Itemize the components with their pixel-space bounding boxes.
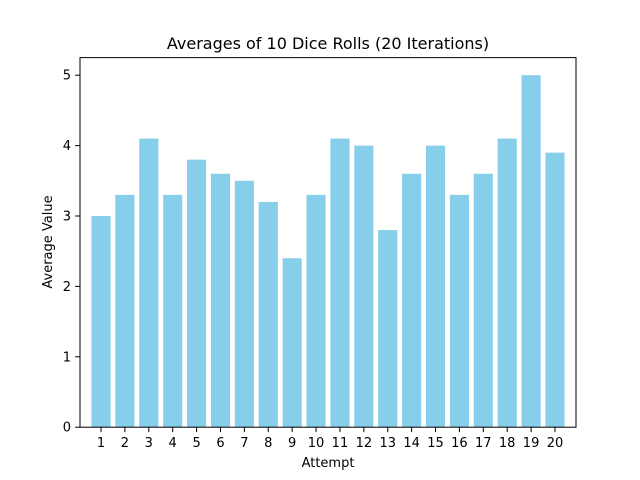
x-tick-label: 19 <box>523 436 540 451</box>
y-tick-label: 2 <box>63 280 71 295</box>
plot-frame <box>79 57 577 428</box>
bars-group <box>91 75 565 428</box>
bar-19 <box>521 75 541 428</box>
bar-20 <box>545 152 565 428</box>
x-tick-label: 7 <box>240 436 248 451</box>
y-tick-label: 5 <box>63 69 71 84</box>
bar-15 <box>425 145 446 428</box>
y-tick-label: 4 <box>63 139 71 154</box>
bar-18 <box>497 138 517 428</box>
bar-9 <box>282 258 302 428</box>
x-tick-label: 12 <box>356 436 373 451</box>
x-tick-label: 20 <box>547 436 564 451</box>
x-tick-label: 9 <box>288 436 296 451</box>
x-axis-ticks: 1 2 3 4 5 6 7 8 9 10 11 12 13 14 15 16 17 18 19 20 <box>97 427 563 451</box>
bar-5 <box>187 159 207 428</box>
bar-2 <box>115 194 135 428</box>
x-tick-label: 18 <box>499 436 516 451</box>
x-tick-label: 15 <box>427 436 444 451</box>
x-tick-label: 8 <box>264 436 272 451</box>
bar-17 <box>473 173 493 428</box>
bar-11 <box>330 138 350 428</box>
y-tick-label: 1 <box>63 350 71 365</box>
bar-12 <box>354 145 374 428</box>
bar-3 <box>139 138 159 428</box>
chart-title: Averages of 10 Dice Rolls (20 Iterations… <box>167 34 489 53</box>
x-tick-label: 10 <box>308 436 325 451</box>
y-tick-label: 3 <box>63 210 71 225</box>
y-axis-ticks: 0 1 2 3 4 5 <box>63 69 80 436</box>
bar-8 <box>258 201 278 428</box>
x-tick-label: 5 <box>192 436 200 451</box>
bar-14 <box>402 173 422 428</box>
bar-16 <box>449 194 469 428</box>
x-tick-label: 17 <box>475 436 492 451</box>
x-tick-label: 16 <box>451 436 468 451</box>
x-tick-label: 2 <box>121 436 129 451</box>
x-tick-label: 11 <box>332 436 349 451</box>
x-tick-label: 4 <box>169 436 177 451</box>
x-tick-label: 14 <box>403 436 420 451</box>
x-tick-label: 13 <box>379 436 396 451</box>
x-tick-label: 1 <box>97 436 105 451</box>
y-axis-label: Average Value <box>41 195 56 288</box>
x-tick-label: 6 <box>216 436 224 451</box>
bar-13 <box>378 230 398 428</box>
bar-6 <box>210 173 231 428</box>
bar-4 <box>163 194 183 428</box>
bar-10 <box>306 194 326 428</box>
bar-1 <box>91 216 111 428</box>
x-axis-label: Attempt <box>302 456 355 471</box>
bar-7 <box>234 180 254 428</box>
x-tick-label: 3 <box>145 436 153 451</box>
y-tick-label: 0 <box>63 421 71 436</box>
